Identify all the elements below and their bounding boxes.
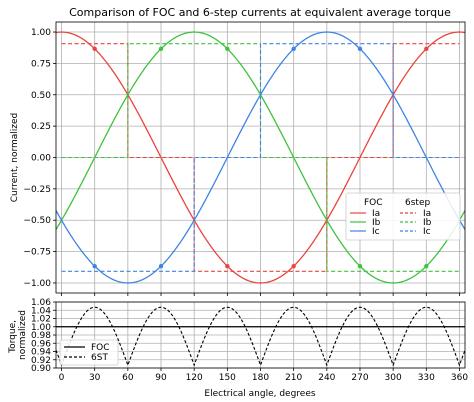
bottom-x-tick-label: 240 (318, 373, 335, 383)
legend-title-foc: FOC (364, 198, 383, 208)
bottom-x-tick-label: 0 (59, 373, 65, 383)
bottom-x-tick-label: 180 (252, 373, 269, 383)
bottom-y-tick-label: 1.06 (31, 298, 51, 308)
sixstep-line-ic (61, 43, 460, 272)
bottom-y-tick-label: 1.00 (31, 323, 51, 333)
current-legend: FOC 6step Ia Ib Ic Ia Ib Ic (345, 192, 461, 241)
torque-legend: FOC 6ST (59, 339, 119, 366)
bottom-x-tick-label: 30 (89, 373, 101, 383)
top-y-tick-label: −0.25 (23, 185, 51, 195)
top-y-tick-label: 0.00 (31, 154, 51, 164)
bottom-y-tick-label: 0.94 (31, 348, 51, 358)
sample-marker (357, 263, 363, 269)
top-y-tick-label: 0.75 (31, 59, 51, 69)
sample-marker (424, 46, 429, 52)
top-ticks: −1.00 −0.75 −0.50 −0.25 0.00 0.25 0.50 0.75 1.00 (23, 28, 460, 296)
bottom-x-tick-label: 210 (285, 373, 302, 383)
top-y-label: Current, normalized (10, 113, 20, 203)
top-y-tick-label: 0.25 (31, 122, 51, 132)
sample-marker (291, 263, 296, 269)
legend-label-foc-torque: FOC (91, 343, 110, 353)
legend-label-6st-torque: 6ST (91, 353, 108, 363)
bottom-y-tick-label: 0.90 (31, 364, 51, 374)
sample-marker (291, 46, 296, 52)
sample-marker (92, 46, 97, 52)
legend-label-foc-ic: Ic (372, 227, 380, 237)
top-y-tick-label: −1.00 (23, 279, 51, 289)
bottom-x-tick-label: 360 (451, 373, 468, 383)
bottom-x-tick-label: 120 (186, 373, 203, 383)
legend-label-foc-ia: Ia (372, 209, 380, 219)
bottom-series (55, 306, 466, 367)
top-series (55, 31, 466, 284)
sample-marker (424, 263, 429, 269)
bottom-y-label-line1: Torque, (8, 320, 18, 354)
top-y-tick-label: −0.50 (23, 216, 51, 226)
sample-marker (158, 46, 164, 52)
bottom-ticks: 0 30 60 90 120 150 180 210 240 270 300 330 3600.900.… (31, 298, 468, 383)
sixstep-torque-line (55, 306, 466, 367)
bottom-y-tick-label: 1.02 (31, 315, 51, 325)
foc-line-ia (55, 31, 466, 284)
chart-title: Comparison of FOC and 6-step currents at… (69, 6, 451, 19)
bottom-x-label: Electrical angle, degrees (204, 389, 315, 399)
bottom-x-tick-label: 270 (351, 373, 368, 383)
foc-line-ic (55, 31, 466, 284)
top-y-tick-label: 0.50 (31, 91, 51, 101)
bottom-x-tick-label: 330 (418, 373, 435, 383)
top-y-tick-label: −0.75 (23, 248, 51, 258)
sample-marker (225, 46, 230, 52)
top-y-tick-label: 1.00 (31, 28, 51, 38)
sample-marker (92, 263, 97, 269)
bottom-x-tick-label: 150 (219, 373, 236, 383)
sixstep-line-ib (61, 43, 460, 272)
sample-marker (158, 263, 164, 269)
legend-label-6step-ib: Ib (423, 218, 432, 228)
legend-label-foc-ib: Ib (372, 218, 381, 228)
bottom-y-label-line2: normalized (18, 310, 28, 360)
bottom-y-tick-label: 0.92 (31, 356, 51, 366)
legend-label-6step-ic: Ic (423, 227, 431, 237)
bottom-y-tick-label: 1.04 (31, 306, 51, 316)
bottom-y-tick-label: 0.96 (31, 339, 51, 349)
bottom-x-tick-label: 300 (385, 373, 402, 383)
sample-marker (357, 46, 363, 52)
sixstep-line-ia (61, 43, 460, 272)
sample-marker (225, 263, 230, 269)
bottom-x-tick-label: 60 (122, 373, 134, 383)
legend-label-6step-ia: Ia (423, 209, 431, 219)
bottom-x-tick-label: 90 (155, 373, 167, 383)
bottom-y-tick-label: 0.98 (31, 331, 51, 341)
legend-title-6step: 6step (405, 198, 430, 208)
bottom-y-label: Torque, normalized (8, 310, 28, 360)
